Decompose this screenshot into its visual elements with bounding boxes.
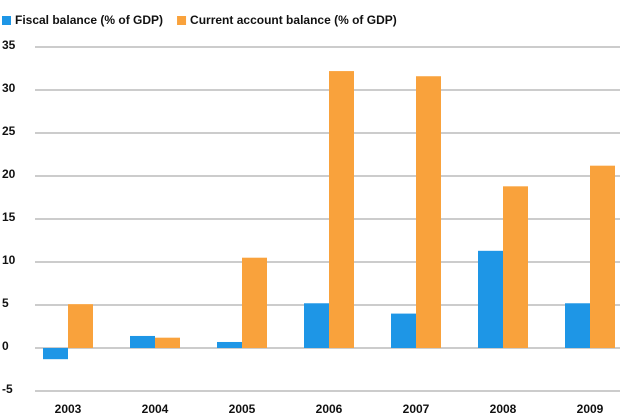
x-tick-label: 2008: [490, 402, 517, 416]
x-tick-label: 2007: [403, 402, 430, 416]
legend-swatch: [177, 16, 187, 25]
bar: [503, 186, 528, 348]
bar: [304, 303, 329, 348]
bar: [242, 257, 267, 348]
x-tick-label: 2006: [316, 402, 343, 416]
bar: [590, 165, 615, 348]
x-tick-label: 2003: [55, 402, 82, 416]
bar: [416, 76, 441, 349]
x-tick-label: 2004: [142, 402, 169, 416]
bar: [391, 313, 416, 348]
bar: [155, 337, 180, 348]
y-tick-label: -5: [2, 382, 13, 396]
y-tick-label: 10: [2, 253, 16, 267]
y-tick-label: 35: [2, 38, 16, 52]
y-tick-label: 20: [2, 167, 16, 181]
legend-label: Fiscal balance (% of GDP): [15, 13, 163, 27]
legend-label: Current account balance (% of GDP): [190, 13, 397, 27]
y-tick-label: 25: [2, 124, 16, 138]
bar: [329, 71, 354, 348]
y-tick-label: 30: [2, 81, 16, 95]
bar: [68, 304, 93, 348]
bar: [217, 341, 242, 348]
bar: [478, 250, 503, 348]
x-tick-label: 2009: [577, 402, 604, 416]
bar: [565, 303, 590, 348]
y-tick-label: 5: [2, 296, 9, 310]
legend-swatch: [2, 16, 11, 25]
bar: [43, 348, 68, 360]
x-tick-label: 2005: [229, 402, 256, 416]
bar: [130, 335, 155, 348]
y-tick-label: 15: [2, 210, 16, 224]
y-tick-label: 0: [2, 339, 9, 353]
